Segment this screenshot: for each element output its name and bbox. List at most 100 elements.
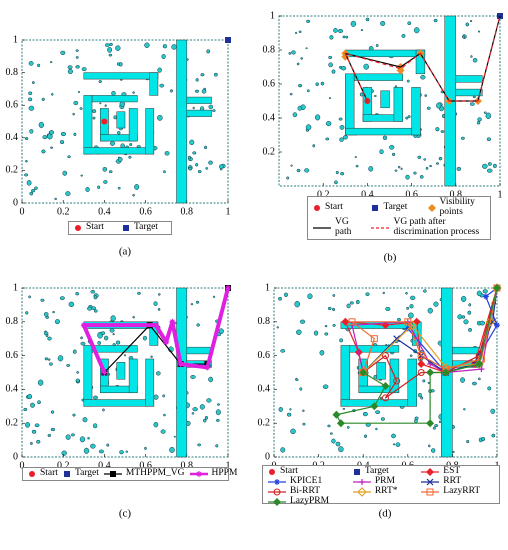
small-obstacle (339, 137, 344, 142)
small-obstacle (117, 186, 121, 190)
small-obstacle (405, 291, 408, 295)
y-tick-label: 0.4 (258, 384, 271, 395)
legend-swatch (268, 498, 286, 506)
marker (426, 478, 434, 486)
small-obstacle (342, 135, 348, 140)
marker (29, 471, 35, 477)
marker (417, 360, 426, 369)
small-obstacle (99, 102, 102, 105)
small-obstacle (111, 91, 116, 96)
small-obstacle (380, 417, 385, 421)
small-obstacle (460, 295, 467, 303)
small-obstacle (491, 433, 496, 438)
legend-label: Target (383, 202, 408, 213)
small-obstacle (162, 44, 168, 49)
series-line (362, 287, 498, 399)
legend-swatch (269, 469, 275, 475)
legend-swatch (29, 471, 35, 477)
small-obstacle (486, 137, 492, 142)
small-obstacle (59, 140, 65, 145)
small-obstacle (306, 19, 311, 23)
small-obstacle (408, 312, 414, 319)
small-obstacle (328, 97, 332, 100)
small-obstacle (72, 349, 77, 354)
marker (370, 402, 379, 411)
small-obstacle (206, 49, 211, 54)
small-obstacle (485, 112, 492, 119)
small-obstacle (375, 43, 379, 47)
small-obstacle (276, 326, 279, 329)
marker (482, 293, 489, 300)
marker (353, 469, 360, 475)
y-tick-label: 0.8 (263, 44, 276, 55)
small-obstacle (31, 429, 37, 434)
y-tick-label: 0.8 (258, 316, 271, 327)
marker (204, 364, 211, 371)
small-obstacle (157, 293, 161, 296)
marker (332, 410, 341, 419)
small-obstacle (465, 22, 470, 27)
series-line (335, 287, 498, 424)
small-obstacle (60, 131, 66, 137)
small-obstacle (83, 447, 90, 454)
small-obstacle (213, 72, 218, 77)
small-obstacle (196, 323, 200, 327)
small-obstacle (144, 42, 150, 48)
small-obstacle (59, 296, 65, 301)
obstacle (83, 72, 159, 80)
obstacle (455, 75, 483, 83)
small-obstacle (109, 140, 115, 146)
small-obstacle (45, 315, 50, 319)
small-obstacle (286, 412, 292, 417)
small-obstacle (159, 83, 165, 88)
obstacle (345, 127, 421, 136)
small-obstacle (434, 424, 439, 428)
small-obstacle (490, 408, 496, 414)
small-obstacle (128, 155, 132, 159)
small-obstacle (346, 303, 351, 309)
small-obstacle (327, 306, 332, 311)
small-obstacle (41, 149, 46, 154)
small-obstacle (476, 290, 482, 297)
small-obstacle (470, 55, 473, 58)
small-obstacle (208, 160, 213, 165)
small-obstacle (93, 395, 98, 400)
legend-swatch (103, 471, 122, 477)
legend-swatch (352, 479, 371, 485)
marker (359, 368, 368, 377)
small-obstacle (472, 58, 478, 63)
small-obstacle (25, 160, 28, 163)
small-obstacle (350, 20, 357, 27)
marker (163, 339, 170, 346)
small-obstacle (294, 31, 298, 34)
legend-swatch (372, 205, 379, 211)
small-obstacle (477, 30, 481, 33)
small-obstacle (420, 396, 424, 400)
small-obstacle (92, 109, 97, 114)
small-obstacle (296, 329, 302, 335)
small-obstacle (24, 137, 29, 141)
obstacle (186, 96, 212, 104)
legend-label: Target (364, 466, 389, 477)
small-obstacle (290, 164, 293, 167)
small-obstacle (342, 35, 346, 39)
small-obstacle (427, 381, 431, 384)
small-obstacle (204, 145, 208, 150)
marker (426, 368, 435, 377)
small-obstacle (37, 400, 41, 405)
small-obstacle (346, 426, 350, 429)
small-obstacle (81, 67, 87, 72)
small-obstacle (394, 85, 398, 88)
small-obstacle (365, 292, 370, 297)
marker (336, 419, 345, 428)
obstacle (349, 345, 400, 353)
small-obstacle (115, 340, 121, 345)
x-tick-label: 0.4 (98, 460, 111, 471)
small-obstacle (329, 35, 334, 40)
legend: Start Target MTHPPM_VG HPPM (22, 467, 237, 481)
marker (348, 318, 356, 326)
small-obstacle (319, 350, 325, 356)
small-obstacle (349, 301, 354, 305)
legend-label: Visibility points (439, 197, 475, 217)
small-obstacle (306, 89, 310, 93)
